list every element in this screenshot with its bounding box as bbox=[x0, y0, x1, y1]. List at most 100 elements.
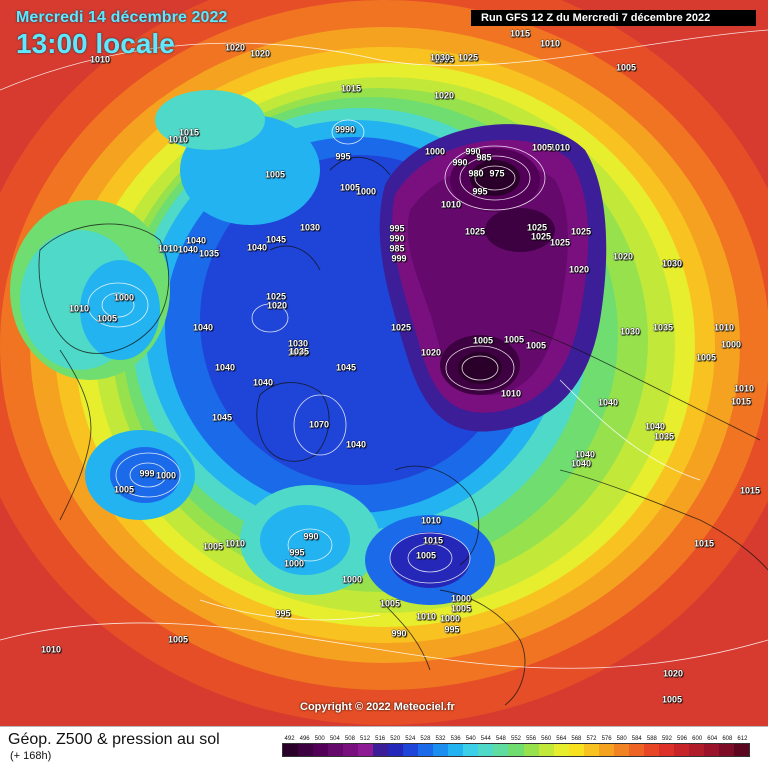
isobar-label: 1010 bbox=[539, 38, 561, 49]
scale-swatch bbox=[733, 744, 749, 756]
forecast-date: Mercredi 14 décembre 2022 bbox=[16, 9, 228, 26]
scale-swatch bbox=[643, 744, 659, 756]
scale-tick-label: 556 bbox=[526, 736, 537, 742]
isobar-label: 1025 bbox=[265, 291, 287, 302]
scale-swatch bbox=[598, 744, 614, 756]
scale-swatch bbox=[553, 744, 569, 756]
isobar-label: 1015 bbox=[340, 83, 362, 94]
scale-swatch bbox=[328, 744, 344, 756]
isobar-label: 995 bbox=[444, 624, 460, 635]
isobar-label: 1000 bbox=[720, 339, 742, 350]
scale-tick-label: 568 bbox=[571, 736, 582, 742]
legend-panel: Géop. Z500 & pression au sol (+ 168h) 49… bbox=[0, 726, 768, 768]
isobar-label: 1015 bbox=[422, 535, 444, 546]
isobar-label: 999 bbox=[391, 253, 407, 264]
isobar-label: 990 bbox=[389, 233, 405, 244]
isobar-label: 1025 bbox=[530, 231, 552, 242]
isobar-label: 1020 bbox=[662, 668, 684, 679]
isobar-labels: 1015 1010 1005 1015 1010 1005 1020 1020 … bbox=[40, 29, 760, 704]
isobar-label: 1005 bbox=[113, 484, 135, 495]
isobar-label: 975 bbox=[489, 168, 505, 179]
isobar-label: 1005 bbox=[202, 541, 224, 552]
scale-swatch bbox=[418, 744, 434, 756]
isobar-label: 990 bbox=[303, 531, 319, 542]
scale-swatch bbox=[403, 744, 419, 756]
scale-swatch bbox=[523, 744, 539, 756]
isobar-label: 1035 bbox=[287, 347, 309, 358]
legend-title: Géop. Z500 & pression au sol bbox=[8, 731, 220, 748]
scale-tick-label: 520 bbox=[390, 736, 401, 742]
isobar-label: 1005 bbox=[96, 313, 118, 324]
isobar-label: 1010 bbox=[713, 322, 735, 333]
scale-tick-label: 564 bbox=[556, 736, 567, 742]
scale-tick-label: 560 bbox=[541, 736, 552, 742]
isobar-label: 1040 bbox=[597, 397, 619, 408]
scale-tick-label: 612 bbox=[737, 736, 748, 742]
isobar-label: 1010 bbox=[500, 388, 522, 399]
isobar-label: 1010 bbox=[733, 383, 755, 394]
scale-swatch bbox=[448, 744, 464, 756]
isobar-label: 1030 bbox=[619, 326, 641, 337]
isobar-label: 1010 bbox=[89, 54, 111, 65]
scale-tick-label: 496 bbox=[299, 736, 310, 742]
scale-tick-label: 576 bbox=[601, 736, 612, 742]
isobar-label: 1030 bbox=[661, 258, 683, 269]
scale-tick-label: 536 bbox=[450, 736, 461, 742]
z500-map bbox=[0, 0, 768, 726]
scale-tick-label: 604 bbox=[707, 736, 718, 742]
scale-tick-label: 580 bbox=[616, 736, 627, 742]
isobar-label: 1000 bbox=[283, 558, 305, 569]
isobar-label: 1045 bbox=[211, 412, 233, 423]
scale-tick-label: 508 bbox=[344, 736, 355, 742]
isobar-label: 1045 bbox=[265, 234, 287, 245]
isobar-label: 1005 bbox=[415, 550, 437, 561]
isobar-label: 1040 bbox=[192, 322, 214, 333]
scale-tick-label: 532 bbox=[435, 736, 446, 742]
scale-tick-label: 588 bbox=[646, 736, 657, 742]
scale-swatch bbox=[493, 744, 509, 756]
scale-swatch bbox=[463, 744, 479, 756]
scale-tick-label: 572 bbox=[586, 736, 597, 742]
scale-swatch bbox=[478, 744, 494, 756]
isobar-label: 1010 bbox=[167, 134, 189, 145]
isobar-label: 1040 bbox=[345, 439, 367, 450]
isobar-label: 1040 bbox=[214, 362, 236, 373]
isobar-label: 1005 bbox=[264, 169, 286, 180]
isobar-label: 1010 bbox=[157, 243, 179, 254]
isobar-label: 1010 bbox=[440, 199, 462, 210]
isobar-label: 1005 bbox=[450, 603, 472, 614]
isobar-label: 1030 bbox=[429, 52, 451, 63]
scale-swatch bbox=[718, 744, 734, 756]
isobar-label: 1010 bbox=[415, 611, 437, 622]
isobar-label: 1025 bbox=[526, 222, 548, 233]
isobar-label: 1015 bbox=[730, 396, 752, 407]
scale-swatch bbox=[568, 744, 584, 756]
isobar-label: 985 bbox=[389, 243, 405, 254]
isobar-label: 1010 bbox=[40, 644, 62, 655]
scale-swatch bbox=[583, 744, 599, 756]
scale-swatch bbox=[433, 744, 449, 756]
isobar-label: 1005 bbox=[525, 340, 547, 351]
scale-tick-label: 500 bbox=[314, 736, 325, 742]
scale-swatch bbox=[628, 744, 644, 756]
scale-tick-label: 584 bbox=[631, 736, 642, 742]
scale-swatch bbox=[343, 744, 359, 756]
isobar-label: 1005 bbox=[433, 54, 455, 65]
isobar-label: 995 bbox=[335, 151, 351, 162]
isobar-label: 1005 bbox=[339, 182, 361, 193]
scale-tick-label: 596 bbox=[677, 736, 688, 742]
isobar-label: 1000 bbox=[341, 574, 363, 585]
isobar-label: 990 bbox=[391, 628, 407, 639]
scale-swatch bbox=[688, 744, 704, 756]
isobar-label: 1020 bbox=[568, 264, 590, 275]
isobar-label: 995 bbox=[289, 547, 305, 558]
isobar-label: 1025 bbox=[549, 237, 571, 248]
scale-tick-label: 544 bbox=[480, 736, 491, 742]
isobar-label: 1010 bbox=[420, 515, 442, 526]
isobar-label: 1025 bbox=[457, 52, 479, 63]
isobar-label: 1005 bbox=[472, 335, 494, 346]
isobar-label: 1005 bbox=[615, 62, 637, 73]
scale-tick-label: 528 bbox=[420, 736, 431, 742]
scale-tick-label: 548 bbox=[495, 736, 506, 742]
